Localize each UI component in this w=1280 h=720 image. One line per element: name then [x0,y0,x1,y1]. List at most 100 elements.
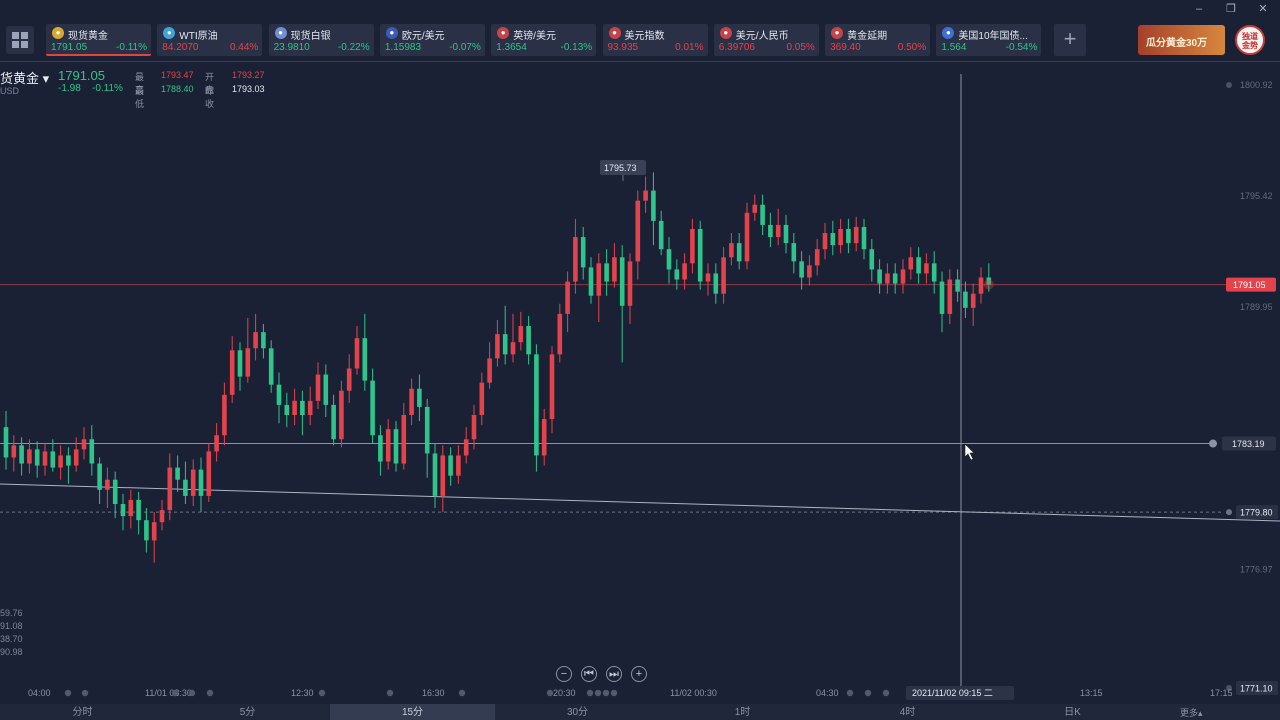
crosshair-price-tag-text: 1783.19 [1232,439,1265,449]
high-label: 最高 [135,72,145,95]
candle [853,226,859,244]
candle [892,273,898,284]
event-marker-icon[interactable] [610,689,618,697]
low-label: 最低 [135,86,145,109]
bell-icon[interactable] [1226,509,1232,516]
candle [276,384,282,405]
ticker-card[interactable]: ● 英镑/美元 1.3654 -0.13% [491,24,597,56]
candle [760,204,765,225]
event-marker-icon[interactable] [64,689,72,697]
event-marker-icon[interactable] [318,689,326,697]
event-marker-icon[interactable] [882,689,890,697]
ticker-price: 84.2070 [162,42,199,53]
bell-icon[interactable] [1226,685,1232,691]
ticker-name: 美国10年国债... [958,31,1028,42]
event-marker-icon[interactable] [206,689,214,697]
event-marker-icon[interactable] [602,689,610,697]
event-marker-icon[interactable] [594,689,602,697]
time-axis-label: 13:15 [1080,688,1103,698]
candle [3,427,9,458]
candle [931,263,937,282]
ticker-name: 美元指数 [624,31,665,42]
add-ticker-button[interactable]: + [1054,24,1086,56]
event-marker-icon[interactable] [81,689,89,697]
ticker-price: 1.564 [941,42,967,53]
candle [861,226,867,250]
more-periods-button[interactable]: 更多▴ [1180,708,1203,718]
low-value: 1788.40 [161,84,194,94]
avatar[interactable]: 独道金势 [1235,25,1265,55]
promo-banner[interactable]: 瓜分黄金30万 [1138,25,1225,55]
ticker-card[interactable]: ● 美国10年国债... 1.564 -0.54% [936,24,1042,56]
candle [612,257,617,282]
period-tab[interactable]: 日K [1064,707,1081,718]
period-tab[interactable]: 1时 [734,707,751,718]
candle [541,419,547,456]
candle [775,224,781,238]
ticker-card[interactable]: ● 美元指数 93.935 0.01% [602,24,708,56]
crosshair-price-tag [1222,436,1276,451]
scroll-start-icon[interactable]: ⏮ [581,666,597,682]
candle [354,338,360,369]
indicator-label: 90.98 [0,647,23,657]
crosshair-time-tag-text: 2021/11/02 09:15 二 [912,688,993,698]
candle [549,354,555,420]
candle [385,429,391,462]
close-icon[interactable]: ✕ [1258,3,1268,15]
event-marker-icon[interactable] [458,689,466,697]
period-tab[interactable]: 4时 [899,707,916,718]
candle [939,281,945,314]
minimize-icon[interactable]: – [1195,3,1203,15]
price-change: -1.98 [58,83,81,94]
period-tab[interactable]: 分时 [72,707,93,718]
event-marker-icon[interactable] [864,689,872,697]
period-tab[interactable]: 15分 [330,704,495,720]
ticker-card[interactable]: ● WTI原油 84.2070 0.44% [157,24,263,56]
zoom-out-icon[interactable]: − [556,666,572,682]
candle [690,228,695,264]
candle [729,243,734,258]
bell-icon[interactable] [1226,82,1232,88]
ticker-card[interactable]: ● 欧元/美元 1.15983 -0.07% [379,24,485,56]
bell-icon[interactable] [1209,439,1217,448]
event-marker-icon[interactable] [171,689,179,697]
zoom-in-icon[interactable]: + [631,666,647,682]
event-marker-icon[interactable] [188,689,196,697]
candlestick-chart[interactable]: 1800.92 1795.42 1789.95 1776.97 1771.10 1791.… [0,64,1280,704]
candle [284,404,290,416]
event-marker-icon[interactable] [546,689,554,697]
ticker-price: 93.935 [607,42,639,53]
event-marker-icon[interactable] [586,689,594,697]
ticker-card[interactable]: ● 现货黄金 1791.05 -0.11% [46,24,151,56]
candle [838,228,843,246]
oil-icon: ● [163,27,176,39]
event-marker-icon[interactable] [846,689,854,697]
candle [846,228,851,244]
candle [222,394,227,436]
candle [42,451,48,466]
candle [151,522,157,541]
period-tab[interactable]: 5分 [239,707,256,718]
candle [502,334,508,355]
candle [253,332,258,349]
ticker-card[interactable]: ● 美元/人民币 6.39706 0.05% [713,24,819,56]
period-tab[interactable]: 30分 [566,707,589,718]
candle [768,224,773,238]
candle [432,453,438,496]
scroll-end-icon[interactable]: ⏭ [606,666,622,682]
candle [167,467,173,511]
restore-icon[interactable]: ❐ [1226,3,1236,15]
high-value: 1793.47 [161,70,194,80]
candle [487,358,492,383]
instrument-selector[interactable]: 货黄金 ▾ [0,71,50,86]
ticker-card[interactable]: ● 黄金延期 369.40 0.50% [825,24,931,56]
event-marker-icon[interactable] [386,689,394,697]
ticker-name: 英镑/美元 [513,31,556,42]
avatar-text: 独道金势 [1242,32,1258,50]
indicator-label: 91.08 [0,621,23,631]
ticker-card[interactable]: ● 现货白银 23.9810 -0.22% [268,24,374,56]
candle [916,257,921,274]
grid-menu-icon[interactable] [6,26,34,54]
candle [300,400,305,416]
ticker-price: 1.15983 [384,42,422,53]
